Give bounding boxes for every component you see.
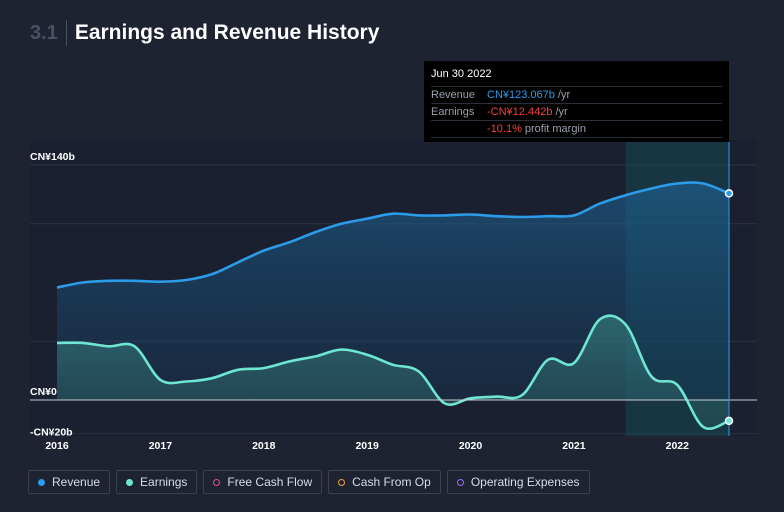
x-tick-label: 2019: [355, 440, 379, 452]
section-number: 3.1: [30, 21, 58, 44]
legend-label: Earnings: [140, 475, 188, 489]
y-tick-label: CN¥140b: [30, 151, 75, 163]
x-tick-label: 2022: [666, 440, 690, 452]
operating-expenses-dot-icon: [456, 478, 464, 486]
tooltip-revenue-row: Revenue CN¥123.067b /yr: [431, 86, 722, 103]
legend-label: Operating Expenses: [470, 475, 580, 489]
legend-label: Cash From Op: [352, 475, 431, 489]
page-title: Earnings and Revenue History: [74, 21, 380, 44]
legend-item-revenue[interactable]: Revenue: [28, 470, 111, 494]
tooltip-earnings-value: -CN¥12.442b: [487, 106, 553, 118]
header: 3.1 Earnings and Revenue History: [30, 18, 379, 48]
earnings-area: [57, 315, 729, 429]
header-divider: [65, 20, 67, 46]
legend-label: Revenue: [52, 475, 101, 489]
x-tick-label: 2018: [252, 440, 276, 452]
tooltip-earnings-row: Earnings -CN¥12.442b /yr: [431, 103, 722, 120]
legend-item-operating-expenses[interactable]: Operating Expenses: [446, 470, 590, 494]
x-tick-label: 2021: [562, 440, 586, 452]
revenue-area: [57, 182, 729, 400]
revenue-dot-icon: [38, 478, 45, 486]
free-cash-flow-dot-icon: [213, 478, 221, 486]
chart-legend: Revenue Earnings Free Cash Flow Cash Fro…: [28, 470, 590, 494]
legend-item-free-cash-flow[interactable]: Free Cash Flow: [203, 470, 323, 494]
x-tick-label: 2017: [149, 440, 173, 452]
tooltip-date: Jun 30 2022: [431, 68, 492, 80]
legend-item-earnings[interactable]: Earnings: [116, 470, 198, 494]
tooltip-margin-value: -10.1%: [487, 123, 522, 135]
data-tooltip: Jun 30 2022 Revenue CN¥123.067b /yr Earn…: [424, 61, 729, 142]
revenue-end-marker[interactable]: [724, 189, 734, 198]
tooltip-margin-row: -10.1% profit margin: [431, 120, 722, 138]
tooltip-margin-label: profit margin: [524, 123, 586, 135]
tooltip-revenue-value: CN¥123.067b: [487, 89, 555, 101]
x-tick-label: 2016: [45, 440, 69, 452]
x-tick-label: 2020: [459, 440, 483, 452]
earnings-dot-icon: [126, 478, 134, 486]
y-tick-label: -CN¥20b: [30, 427, 73, 439]
y-tick-label: CN¥0: [30, 386, 57, 398]
tooltip-revenue-label: Revenue: [431, 89, 476, 101]
legend-label: Free Cash Flow: [227, 475, 313, 489]
cash-from-op-dot-icon: [338, 478, 346, 486]
tooltip-earnings-label: Earnings: [431, 106, 475, 118]
legend-item-cash-from-op[interactable]: Cash From Op: [328, 470, 441, 494]
tooltip-revenue-unit: /yr: [557, 89, 571, 101]
revenue-line: [56, 181, 730, 289]
earnings-line: [56, 314, 730, 430]
earnings-end-marker[interactable]: [724, 416, 734, 426]
tooltip-earnings-unit: /yr: [555, 106, 568, 118]
